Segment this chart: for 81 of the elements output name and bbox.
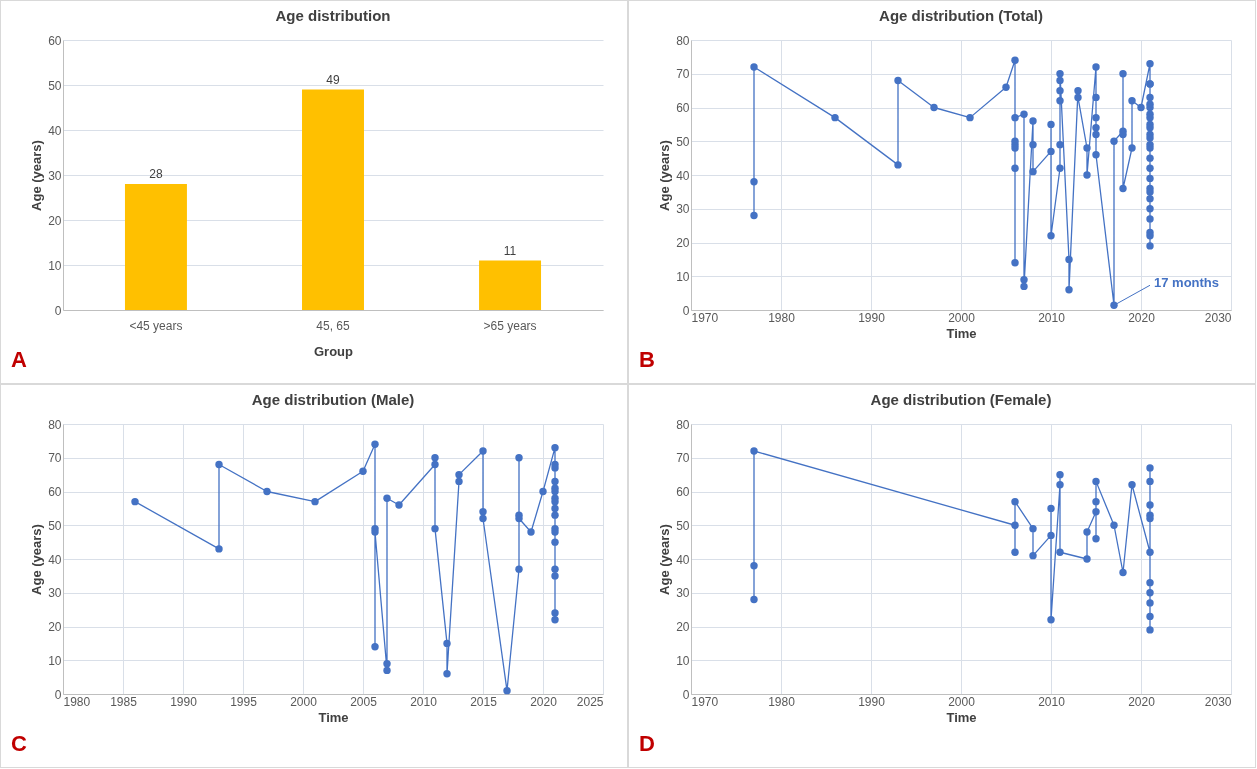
y-tick-label: 30	[48, 168, 62, 183]
x-tick-label: 1985	[110, 694, 138, 709]
y-tick-label: 30	[676, 586, 690, 601]
y-axis-title: Age (years)	[657, 524, 673, 595]
y-tick-label: 20	[48, 620, 62, 634]
x-tick-label: 2030	[1204, 694, 1232, 709]
x-tick-label: 2000	[948, 694, 976, 709]
x-tick-label: 1990	[858, 310, 886, 325]
y-tick-label: 10	[676, 653, 690, 668]
x-axis-title: Group	[314, 343, 354, 359]
y-tick-label: 0	[682, 687, 690, 702]
y-tick-label: 10	[48, 258, 62, 273]
y-tick-label: 0	[54, 303, 62, 318]
y-tick-label: 80	[676, 33, 690, 48]
x-tick-label: 2010	[1038, 310, 1066, 325]
y-tick-label: 60	[676, 101, 690, 115]
x-tick-label: 2020	[1128, 310, 1156, 325]
x-axis-title: Time	[946, 325, 977, 341]
y-tick-label: 40	[676, 552, 690, 567]
x-tick-label: 2000	[290, 694, 318, 709]
chart-title: Age distribution (Total)	[879, 7, 1043, 24]
x-tick-label: 2000	[948, 310, 976, 325]
x-tick-label: 2020	[1128, 694, 1156, 709]
y-tick-label: 50	[676, 134, 690, 149]
x-tick-label: 1990	[170, 694, 198, 709]
y-tick-label: 10	[48, 653, 62, 668]
x-tick-label: 1980	[768, 310, 796, 325]
x-tick-label: 2015	[470, 694, 498, 709]
y-tick-label: 60	[48, 33, 62, 48]
annotation: 17 months	[1154, 275, 1220, 291]
text: D	[639, 731, 655, 756]
y-axis-title: Age (years)	[29, 524, 45, 595]
y-tick-label: 70	[676, 451, 690, 466]
x-axis-title: Time	[318, 709, 349, 725]
x-tick-label: 2025	[576, 694, 604, 709]
y-tick-label: 0	[682, 303, 690, 318]
x-tick-label: 1990	[858, 694, 886, 709]
chart-title: Age distribution (Male)	[251, 391, 415, 408]
x-tick-label: 1995	[230, 694, 258, 709]
y-tick-label: 40	[676, 168, 690, 183]
y-tick-label: 60	[48, 485, 62, 499]
y-tick-label: 40	[48, 552, 62, 567]
y-tick-label: 20	[676, 620, 690, 634]
y-tick-label: 60	[676, 485, 690, 499]
x-tick-label: 2010	[1038, 694, 1066, 709]
x-tick-label: 2020	[530, 694, 558, 709]
x-tick-label: <45 years	[129, 318, 183, 333]
y-tick-label: 50	[48, 518, 62, 533]
y-tick-label: 80	[48, 417, 62, 432]
y-tick-label: 70	[48, 451, 62, 466]
x-tick-label: 1970	[691, 310, 719, 325]
data-label: 28	[149, 167, 163, 181]
chart-title: Age distribution	[275, 7, 391, 24]
chart-title: Age distribution (Female)	[870, 391, 1052, 408]
x-tick-label: 1980	[63, 694, 91, 709]
y-tick-label: 20	[676, 236, 690, 250]
y-tick-label: 10	[676, 269, 690, 284]
data-label: 49	[326, 72, 340, 87]
x-tick-label: 45, 65	[316, 318, 350, 333]
x-axis-title: Time	[946, 709, 977, 725]
x-tick-label: 1970	[691, 694, 719, 709]
y-tick-label: 30	[676, 202, 690, 217]
y-tick-label: 80	[676, 417, 690, 432]
data-label: 11	[503, 243, 517, 258]
x-tick-label: 2030	[1204, 310, 1232, 325]
y-tick-label: 50	[676, 518, 690, 533]
x-tick-label: >65 years	[483, 318, 537, 333]
y-tick-label: 0	[54, 687, 62, 702]
text: A	[11, 347, 27, 372]
text: B	[639, 347, 655, 372]
y-tick-label: 30	[48, 586, 62, 601]
y-tick-label: 50	[48, 78, 62, 93]
x-tick-label: 1980	[768, 694, 796, 709]
x-tick-label: 2005	[350, 694, 378, 709]
y-tick-label: 40	[48, 123, 62, 138]
y-tick-label: 20	[48, 213, 62, 228]
y-axis-title: Age (years)	[29, 140, 45, 211]
x-tick-label: 2010	[410, 694, 438, 709]
y-axis-title: Age (years)	[657, 140, 673, 211]
text: C	[11, 731, 27, 756]
y-tick-label: 70	[676, 67, 690, 82]
